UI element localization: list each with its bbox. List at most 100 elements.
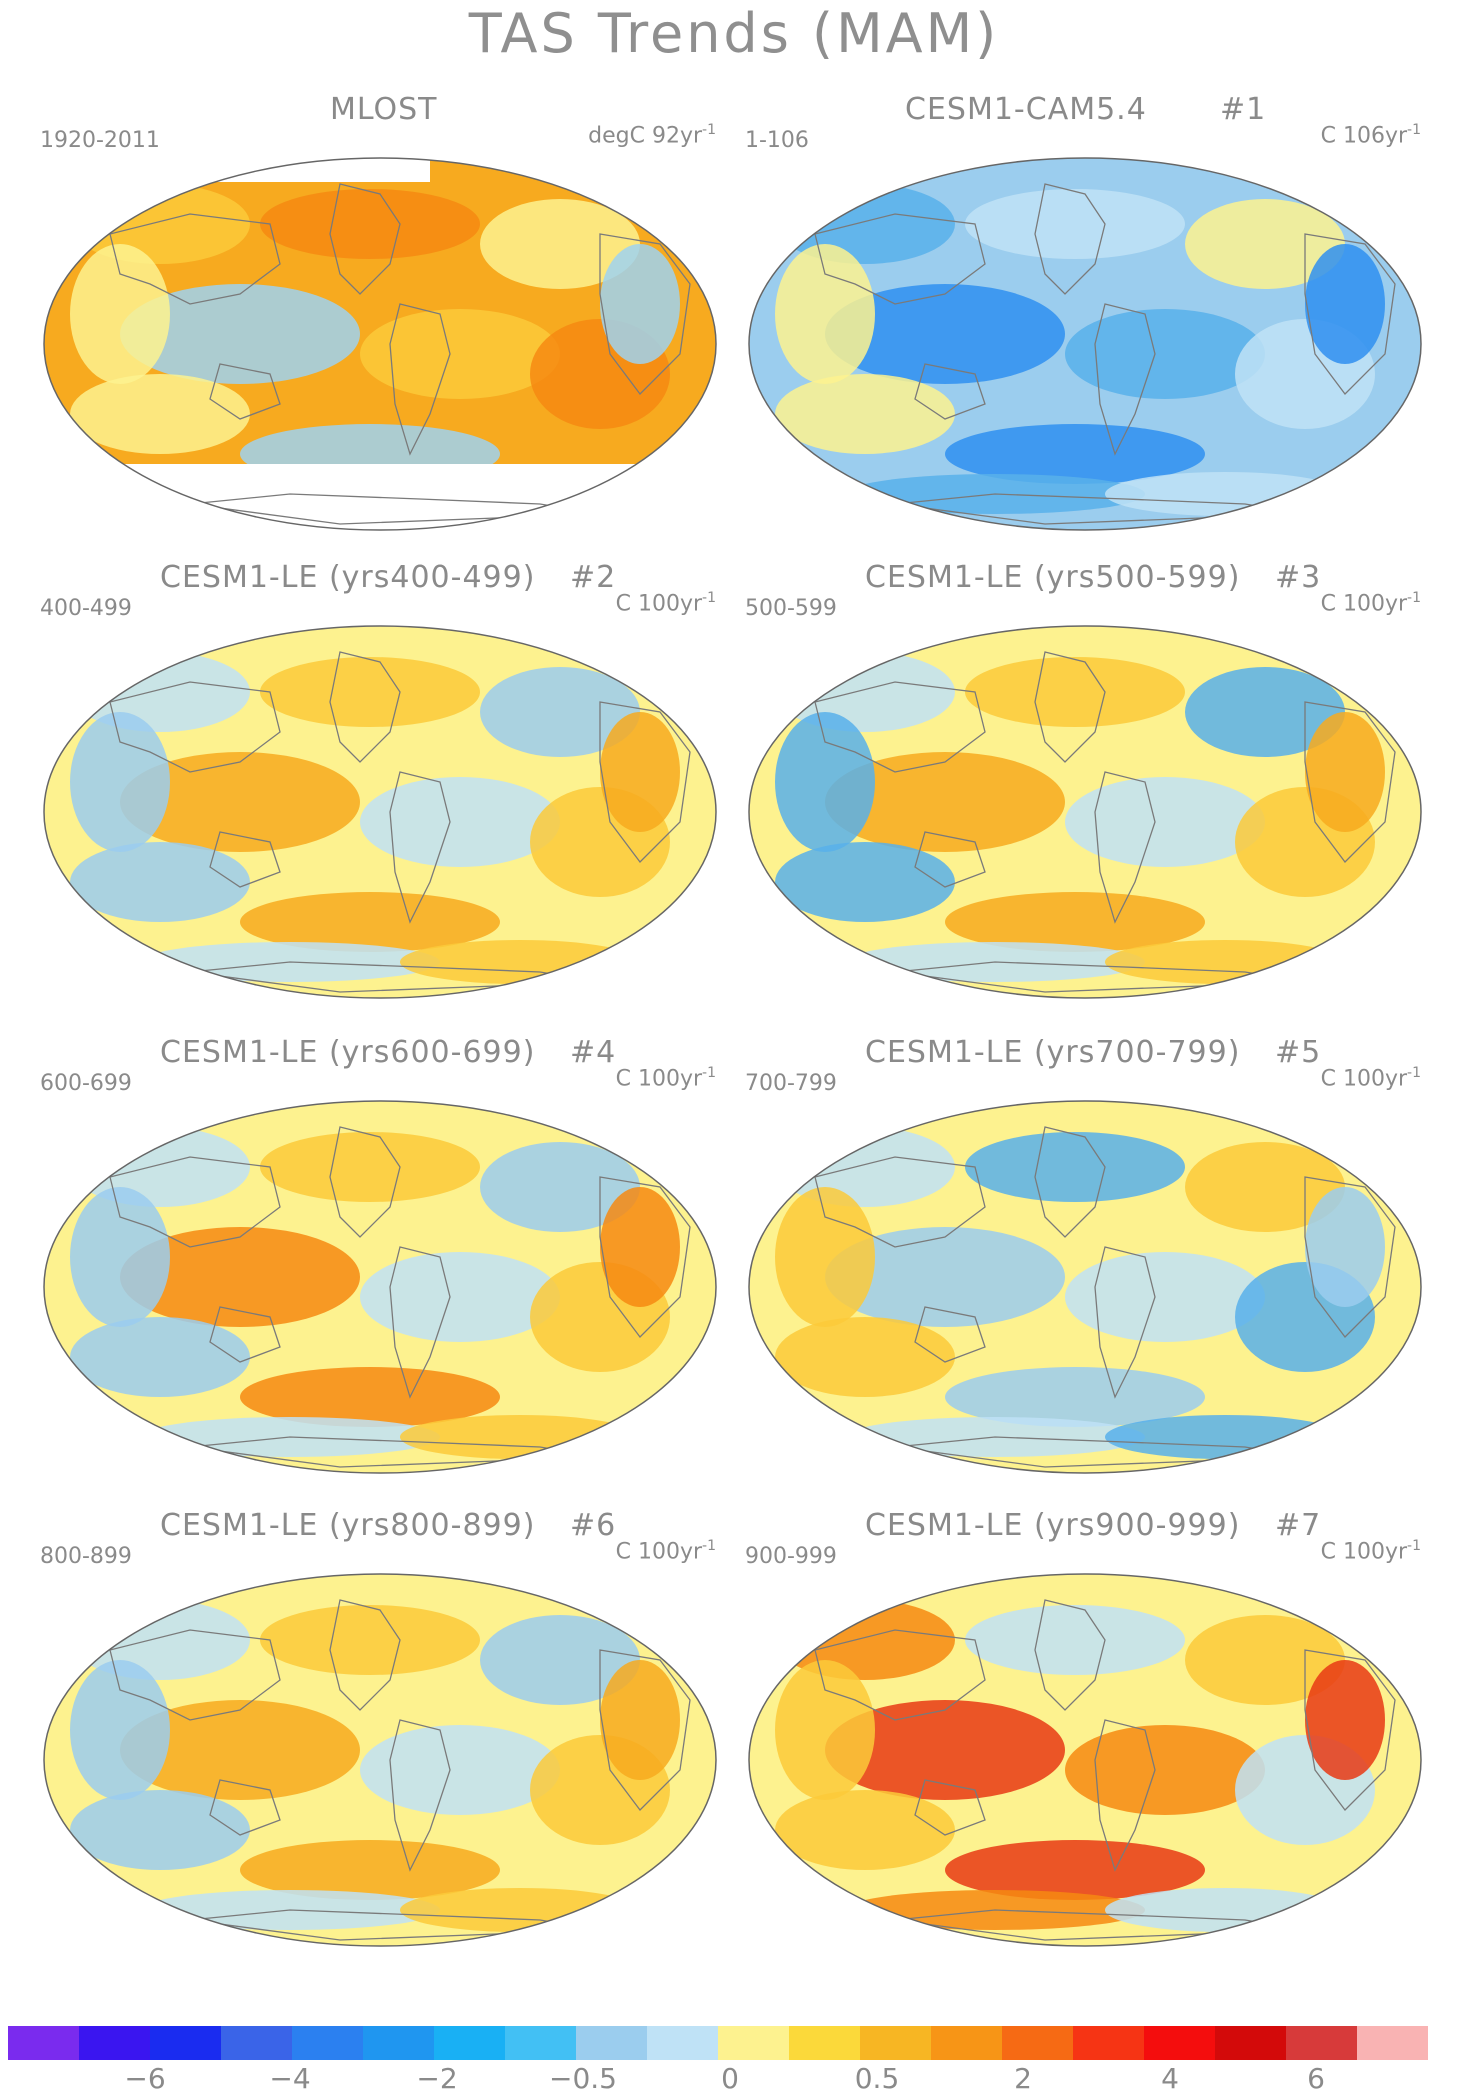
map-border — [43, 1573, 717, 1947]
map-panel-1: MLOST 1920-2011 degC 92yr-1 — [30, 92, 730, 542]
anomaly-patch — [775, 842, 955, 922]
colorbar-tick-label: −2 — [416, 2062, 458, 2095]
anomaly-patch — [120, 752, 360, 852]
map-panel-7: CESM1-LE (yrs800-899) #6 800-899 C 100yr-1 — [30, 1508, 730, 1958]
anomaly-patch — [775, 1317, 955, 1397]
anomaly-patch — [1105, 472, 1345, 516]
coastline — [329, 1126, 401, 1238]
world-map — [748, 1100, 1422, 1474]
anomaly-patch — [775, 244, 875, 384]
coastline — [329, 183, 401, 295]
anomaly-patch — [360, 777, 560, 867]
anomaly-patch — [825, 1700, 1065, 1800]
map-panel-5: CESM1-LE (yrs600-699) #4 600-699 C 100yr-1 — [30, 1035, 730, 1485]
map-panel-4: CESM1-LE (yrs500-599) #3 500-599 C 100yr-1 — [735, 560, 1435, 1010]
figure-title: TAS Trends (MAM) — [468, 2, 1000, 65]
anomaly-patch — [965, 1132, 1185, 1202]
coastline — [894, 961, 1306, 993]
colorbar-tick-label: 2 — [1014, 2062, 1032, 2095]
anomaly-patch — [965, 657, 1185, 727]
coastline — [1304, 701, 1396, 863]
anomaly-patch — [1305, 712, 1385, 832]
colorbar-tick-label: −6 — [124, 2062, 166, 2095]
units-exponent: -1 — [702, 1065, 716, 1081]
panel-units: C 100yr-1 — [1321, 1065, 1421, 1091]
panel-period: 900-999 — [745, 1544, 837, 1569]
anomaly-patch — [70, 712, 170, 852]
anomaly-patch — [70, 1790, 250, 1870]
coastline — [209, 1779, 281, 1836]
panel-period: 1920-2011 — [40, 128, 160, 153]
units-text: C 100yr — [615, 1066, 703, 1092]
colorbar-swatch — [647, 2026, 718, 2060]
panel-title: CESM1-CAM5.4 — [905, 92, 1147, 127]
map-panel-8: CESM1-LE (yrs900-999) #7 900-999 C 100yr-1 — [735, 1508, 1435, 1958]
panel-title: MLOST — [330, 92, 438, 127]
panel-units: C 100yr-1 — [1321, 1538, 1421, 1564]
anomaly-patch — [260, 657, 480, 727]
panel-title: CESM1-LE (yrs500-599) — [865, 560, 1241, 595]
map-border — [748, 1573, 1422, 1947]
units-exponent: -1 — [1407, 122, 1421, 138]
units-exponent: -1 — [702, 590, 716, 606]
coastline — [914, 831, 986, 888]
anomaly-patch — [70, 1187, 170, 1327]
panel-number: #7 — [1275, 1508, 1322, 1543]
colorbar-swatch — [363, 2026, 434, 2060]
anomaly-patch — [360, 1252, 560, 1342]
units-text: C 106yr — [1320, 123, 1408, 149]
panel-units: C 100yr-1 — [616, 1538, 716, 1564]
colorbar-swatch — [1357, 2026, 1428, 2060]
coastline — [109, 681, 281, 773]
colorbar-tick-label: 4 — [1161, 2062, 1179, 2095]
panel-number: #2 — [570, 560, 617, 595]
panel-period: 500-599 — [745, 596, 837, 621]
anomaly-patch — [240, 892, 500, 952]
colorbar-tick-label: 6 — [1307, 2062, 1325, 2095]
world-map — [748, 157, 1422, 531]
anomaly-patch — [825, 284, 1065, 384]
colorbar-swatch — [505, 2026, 576, 2060]
anomaly-patch — [70, 374, 250, 454]
anomaly-patch — [965, 189, 1185, 259]
units-text: C 100yr — [1320, 1539, 1408, 1565]
coastline — [389, 1246, 451, 1399]
panel-number: #1 — [1220, 92, 1267, 127]
anomaly-patch — [120, 284, 360, 384]
colorbar-swatch — [931, 2026, 1002, 2060]
coastline — [1304, 233, 1396, 395]
anomaly-patch — [945, 892, 1205, 952]
colorbar-swatch — [860, 2026, 931, 2060]
units-exponent: -1 — [1407, 1538, 1421, 1554]
panel-number: #3 — [1275, 560, 1322, 595]
anomaly-patch — [1305, 1187, 1385, 1307]
colorbar-swatch — [576, 2026, 647, 2060]
colorbar-tick-label: −4 — [269, 2062, 311, 2095]
colorbar-swatch — [1002, 2026, 1073, 2060]
world-map — [43, 157, 717, 531]
coastline — [599, 1176, 691, 1338]
panel-units: C 106yr-1 — [1321, 122, 1421, 148]
anomaly-patch — [1305, 1660, 1385, 1780]
anomaly-patch — [1065, 1252, 1265, 1342]
panel-title: CESM1-LE (yrs900-999) — [865, 1508, 1241, 1543]
anomaly-patch — [400, 1415, 640, 1459]
anomaly-patch — [775, 1660, 875, 1800]
units-exponent: -1 — [702, 1538, 716, 1554]
anomaly-patch — [1065, 1725, 1265, 1815]
anomaly-patch — [120, 1700, 360, 1800]
colorbar-tick-label: 0 — [721, 2062, 739, 2095]
map-panel-2: CESM1-CAM5.4 #1 1-106 C 106yr-1 — [735, 92, 1435, 542]
map-border — [43, 1100, 717, 1474]
panel-period: 800-899 — [40, 1544, 132, 1569]
anomaly-patch — [600, 244, 680, 364]
coastline — [894, 1909, 1306, 1941]
coastline — [599, 233, 691, 395]
panel-units: degC 92yr-1 — [588, 122, 716, 148]
coastline — [914, 1306, 986, 1363]
anomaly-patch — [120, 1227, 360, 1327]
panel-title: CESM1-LE (yrs400-499) — [160, 560, 536, 595]
anomaly-patch — [600, 1187, 680, 1307]
coastline — [814, 1156, 986, 1248]
world-map — [43, 625, 717, 999]
